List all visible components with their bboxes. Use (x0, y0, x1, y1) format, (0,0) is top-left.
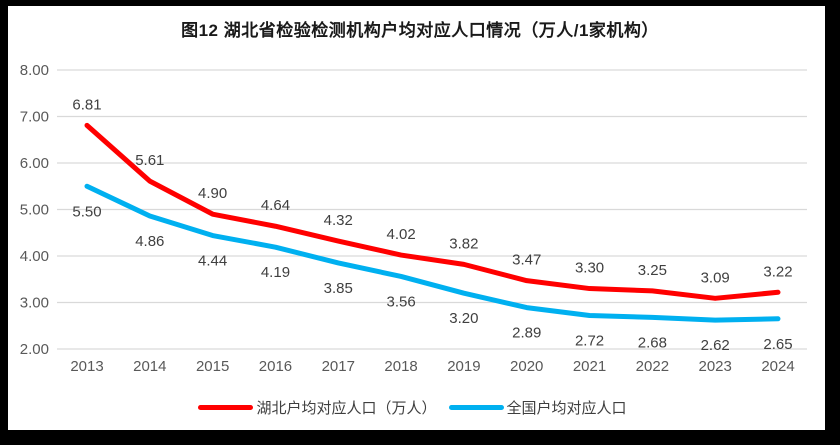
data-label: 4.86 (135, 233, 164, 250)
x-axis-tick-label: 2018 (384, 358, 417, 375)
data-label: 4.90 (198, 185, 227, 202)
data-label: 5.50 (72, 203, 101, 220)
y-axis-tick-label: 5.00 (20, 202, 49, 219)
x-axis-tick-label: 2024 (761, 358, 794, 375)
chart-title: 图12 湖北省检验检测机构户均对应人口情况（万人/1家机构） (181, 21, 659, 40)
legend-label-national: 全国户均对应人口 (506, 400, 627, 417)
data-label: 2.72 (575, 333, 604, 350)
x-axis-tick-label: 2022 (636, 358, 669, 375)
x-axis-tick-label: 2020 (510, 358, 543, 375)
y-axis-tick-label: 2.00 (20, 341, 49, 358)
x-axis-tick-label: 2014 (133, 358, 166, 375)
data-label: 3.56 (386, 293, 415, 310)
data-label: 4.19 (261, 264, 290, 281)
series-line-0 (84, 122, 781, 301)
x-axis-tick-label: 2013 (70, 358, 103, 375)
x-axis-tick-label: 2016 (259, 358, 292, 375)
x-axis-tick-label: 2019 (447, 358, 480, 375)
legend-item-national: 全国户均对应人口 (448, 397, 627, 418)
y-axis-tick-label: 6.00 (20, 155, 49, 172)
legend: 湖北户均对应人口（万人） 全国户均对应人口 (0, 397, 825, 418)
y-axis-tick-label: 7.00 (20, 109, 49, 126)
data-label: 2.62 (701, 337, 730, 354)
data-label: 3.82 (449, 235, 478, 252)
y-axis-tick-label: 4.00 (20, 248, 49, 265)
data-label: 5.61 (135, 152, 164, 169)
data-label: 4.44 (198, 253, 227, 270)
data-label: 6.81 (72, 96, 101, 113)
x-axis-tick-label: 2017 (322, 358, 355, 375)
legend-label-hubei: 湖北户均对应人口（万人） (256, 400, 437, 417)
hubei-line-swatch (198, 405, 254, 410)
legend-item-hubei: 湖北户均对应人口（万人） (198, 397, 437, 418)
data-label: 4.64 (261, 197, 290, 214)
y-axis-tick-label: 3.00 (20, 295, 49, 312)
chart-canvas (8, 6, 825, 430)
data-label: 3.25 (638, 262, 667, 279)
series-line-1 (84, 183, 781, 323)
data-label: 3.85 (324, 280, 353, 297)
data-label: 4.02 (386, 226, 415, 243)
data-label: 3.47 (512, 252, 541, 269)
data-label: 4.32 (324, 212, 353, 229)
national-line-swatch (448, 405, 504, 410)
x-axis-tick-label: 2021 (573, 358, 606, 375)
x-axis-tick-label: 2015 (196, 358, 229, 375)
data-label: 3.22 (763, 263, 792, 280)
data-label: 2.68 (638, 334, 667, 351)
data-label: 3.09 (701, 269, 730, 286)
data-label: 3.30 (575, 260, 604, 277)
data-label: 3.20 (449, 310, 478, 327)
data-label: 2.89 (512, 325, 541, 342)
y-axis-tick-label: 8.00 (20, 62, 49, 79)
data-label: 2.65 (763, 336, 792, 353)
x-axis-tick-label: 2023 (698, 358, 731, 375)
